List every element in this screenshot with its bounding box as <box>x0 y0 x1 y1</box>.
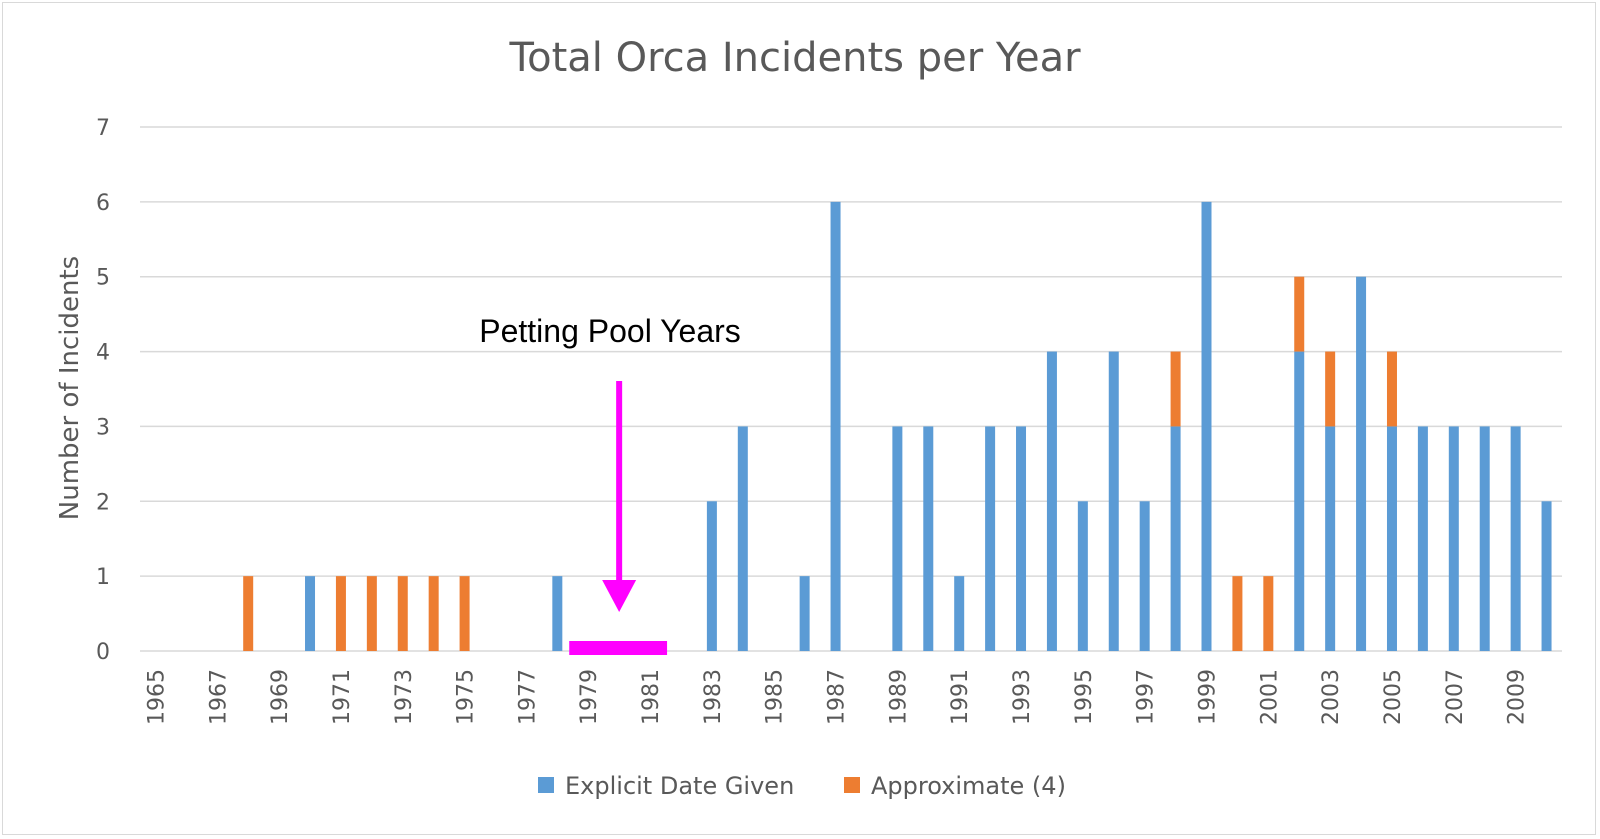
y-tick-labels: 0 1 2 3 4 5 6 7 <box>96 116 110 665</box>
y-tick-4: 4 <box>96 341 110 366</box>
bar-1987-explicit <box>830 201 841 651</box>
y-tick-7: 7 <box>96 116 110 141</box>
x-tick-1999: 1999 <box>1196 669 1221 725</box>
bar-1972-approximate <box>366 576 377 651</box>
bar-1996-explicit <box>1108 351 1119 651</box>
y-axis-label: Number of Incidents <box>55 256 85 520</box>
x-tick-1993: 1993 <box>1010 669 1035 725</box>
bar-2002-approximate <box>1294 276 1305 352</box>
x-tick-labels: 1965 1967 1969 1971 1973 1975 1977 1979 1981 1983… <box>144 669 1529 725</box>
gridlines <box>140 126 1562 652</box>
x-tick-1973: 1973 <box>392 669 417 725</box>
bar-1975-approximate <box>459 576 470 651</box>
bar-1991-explicit <box>954 576 965 651</box>
bar-1970-explicit <box>305 576 316 651</box>
y-tick-3: 3 <box>96 415 110 440</box>
bar-1971-approximate <box>335 576 346 651</box>
bar-2008-explicit <box>1479 426 1490 651</box>
bar-2006-explicit <box>1417 426 1428 651</box>
legend-swatch-explicit <box>538 777 554 793</box>
petting-pool-annotation: Petting Pool Years <box>479 313 741 655</box>
bar-1995-explicit <box>1077 501 1088 651</box>
bar-2010-explicit <box>1541 501 1552 651</box>
annotation-arrow-head <box>602 580 637 612</box>
x-tick-1965: 1965 <box>144 669 169 725</box>
x-tick-1977: 1977 <box>515 669 540 725</box>
y-tick-2: 2 <box>96 490 110 515</box>
x-tick-1975: 1975 <box>454 669 479 725</box>
x-tick-2009: 2009 <box>1505 669 1530 725</box>
bar-1984-explicit <box>737 426 748 651</box>
chart-title: Total Orca Incidents per Year <box>508 35 1081 81</box>
x-tick-1997: 1997 <box>1134 669 1159 725</box>
bar-2003-approximate <box>1325 351 1336 427</box>
y-tick-6: 6 <box>96 191 110 216</box>
bar-2004-explicit <box>1356 276 1367 651</box>
legend-swatch-approximate <box>844 777 860 793</box>
bar-1999-explicit <box>1201 201 1212 651</box>
x-tick-2007: 2007 <box>1443 669 1468 725</box>
x-tick-2005: 2005 <box>1381 669 1406 725</box>
bar-1998-approximate <box>1170 351 1181 427</box>
x-tick-1995: 1995 <box>1072 669 1097 725</box>
bar-1997-explicit <box>1139 501 1150 651</box>
bar-2001-approximate <box>1263 576 1274 651</box>
bar-1973-approximate <box>397 576 408 651</box>
bar-2003-explicit <box>1325 426 1336 651</box>
x-tick-1983: 1983 <box>701 669 726 725</box>
bar-1992-explicit <box>985 426 996 651</box>
legend: Explicit Date Given Approximate (4) <box>538 772 1066 800</box>
legend-label-approximate: Approximate (4) <box>871 772 1066 800</box>
y-tick-0: 0 <box>96 640 110 665</box>
x-tick-1967: 1967 <box>206 669 231 725</box>
x-tick-1991: 1991 <box>948 669 973 725</box>
x-tick-1989: 1989 <box>886 669 911 725</box>
bar-2000-approximate <box>1232 576 1243 651</box>
x-tick-1971: 1971 <box>330 669 355 725</box>
x-tick-1985: 1985 <box>763 669 788 725</box>
bar-1978-explicit <box>552 576 563 651</box>
x-tick-2001: 2001 <box>1257 669 1282 725</box>
annotation-range-bar <box>569 641 668 655</box>
bar-1983-explicit <box>706 501 717 651</box>
bar-1986-explicit <box>799 576 810 651</box>
x-tick-2003: 2003 <box>1319 669 1344 725</box>
bar-2005-approximate <box>1386 351 1397 427</box>
bar-1998-explicit <box>1170 426 1181 651</box>
bar-1990-explicit <box>923 426 934 651</box>
x-tick-1979: 1979 <box>577 669 602 725</box>
x-tick-1981: 1981 <box>639 669 664 725</box>
legend-label-explicit: Explicit Date Given <box>565 772 794 800</box>
bar-1968-approximate <box>243 576 254 651</box>
bar-2005-explicit <box>1386 426 1397 651</box>
bar-1974-approximate <box>428 576 439 651</box>
bar-2009-explicit <box>1510 426 1521 651</box>
y-tick-5: 5 <box>96 266 110 291</box>
bar-1994-explicit <box>1046 351 1057 651</box>
x-tick-1987: 1987 <box>825 669 850 725</box>
y-tick-1: 1 <box>96 565 110 590</box>
x-tick-1969: 1969 <box>268 669 293 725</box>
bar-2007-explicit <box>1448 426 1459 651</box>
bar-1993-explicit <box>1016 426 1027 651</box>
bars <box>243 201 1552 651</box>
annotation-label: Petting Pool Years <box>479 313 741 349</box>
bar-2002-explicit <box>1294 351 1305 651</box>
bar-1989-explicit <box>892 426 903 651</box>
